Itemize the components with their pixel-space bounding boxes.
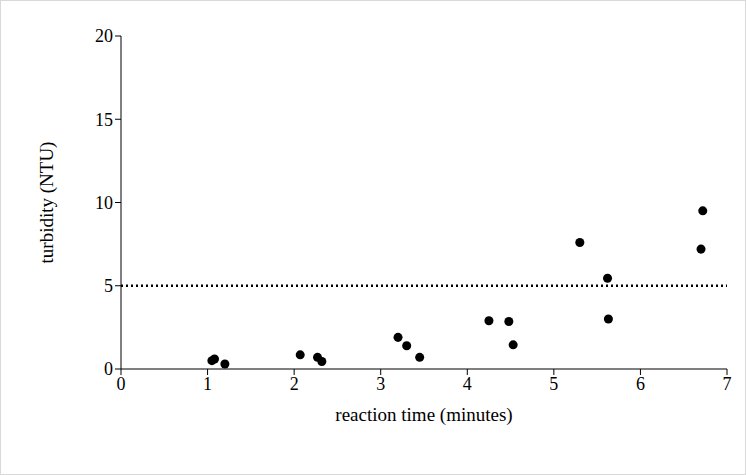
svg-text:10: 10 xyxy=(95,193,113,213)
svg-text:20: 20 xyxy=(95,26,113,46)
svg-text:1: 1 xyxy=(203,374,212,394)
svg-text:5: 5 xyxy=(549,374,558,394)
svg-text:15: 15 xyxy=(95,110,113,130)
svg-text:4: 4 xyxy=(463,374,472,394)
svg-text:turbidity (NTU): turbidity (NTU) xyxy=(36,142,58,264)
svg-text:3: 3 xyxy=(376,374,385,394)
svg-text:2: 2 xyxy=(290,374,299,394)
svg-text:reaction time (minutes): reaction time (minutes) xyxy=(335,404,512,426)
svg-text:0: 0 xyxy=(117,374,126,394)
svg-text:5: 5 xyxy=(104,276,113,296)
svg-text:7: 7 xyxy=(723,374,732,394)
svg-text:0: 0 xyxy=(104,359,113,379)
svg-text:6: 6 xyxy=(636,374,645,394)
